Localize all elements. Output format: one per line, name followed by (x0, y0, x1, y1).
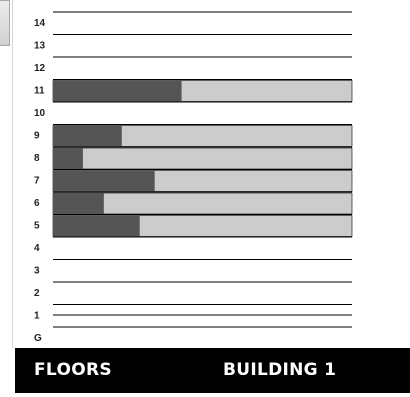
floor-label-5: 5 (34, 221, 40, 232)
floor-label-g: G (34, 333, 42, 344)
floor-label-13: 13 (34, 41, 46, 52)
floor-bar-11[interactable] (53, 80, 182, 102)
floor-label-9: 9 (34, 131, 40, 142)
floor-bar-9[interactable] (53, 125, 122, 147)
left-edge-panel (0, 0, 13, 348)
floor-label-10: 10 (34, 108, 46, 119)
floor-label-7: 7 (34, 176, 40, 187)
floor-label-12: 12 (34, 63, 46, 74)
floor-label-14: 14 (34, 18, 46, 29)
floor-label-2: 2 (34, 288, 40, 299)
floor-label-1: 1 (34, 311, 40, 322)
floor-bar-8[interactable] (53, 148, 83, 169)
floor-track-8 (52, 147, 353, 170)
footer-bar: FLOORS BUILDING 1 (15, 348, 410, 393)
floor-label-6: 6 (34, 198, 40, 209)
floor-label-11: 11 (34, 86, 45, 97)
floor-bar-5[interactable] (53, 215, 140, 237)
floor-bar-6[interactable] (53, 193, 104, 214)
floor-label-3: 3 (34, 266, 40, 277)
building-label: BUILDING 1 (223, 360, 337, 380)
floor-occupancy-chart: 14 13 12 11 10 9 8 7 6 5 4 3 2 1 G (34, 11, 353, 344)
scroll-handle[interactable] (0, 0, 10, 46)
floor-label-4: 4 (34, 243, 40, 254)
floor-label-8: 8 (34, 153, 40, 164)
floors-label: FLOORS (34, 360, 112, 380)
floor-bar-7[interactable] (53, 170, 155, 192)
